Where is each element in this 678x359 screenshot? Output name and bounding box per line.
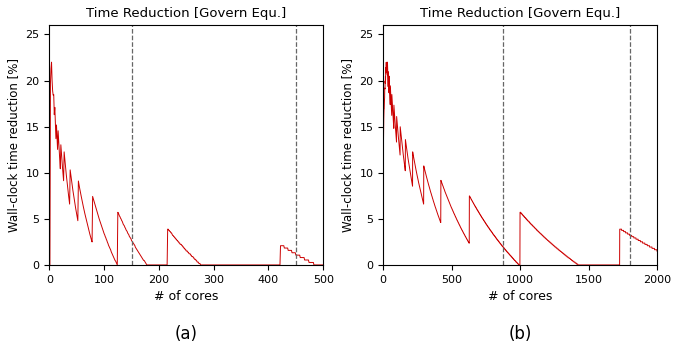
- Text: (b): (b): [508, 325, 532, 343]
- Y-axis label: Wall-clock time reduction [%]: Wall-clock time reduction [%]: [340, 58, 354, 232]
- Title: Time Reduction [Govern Equ.]: Time Reduction [Govern Equ.]: [420, 7, 620, 20]
- X-axis label: # of cores: # of cores: [154, 290, 218, 303]
- Text: (a): (a): [175, 325, 198, 343]
- Y-axis label: Wall-clock time reduction [%]: Wall-clock time reduction [%]: [7, 58, 20, 232]
- X-axis label: # of cores: # of cores: [488, 290, 552, 303]
- Title: Time Reduction [Govern Equ.]: Time Reduction [Govern Equ.]: [86, 7, 286, 20]
